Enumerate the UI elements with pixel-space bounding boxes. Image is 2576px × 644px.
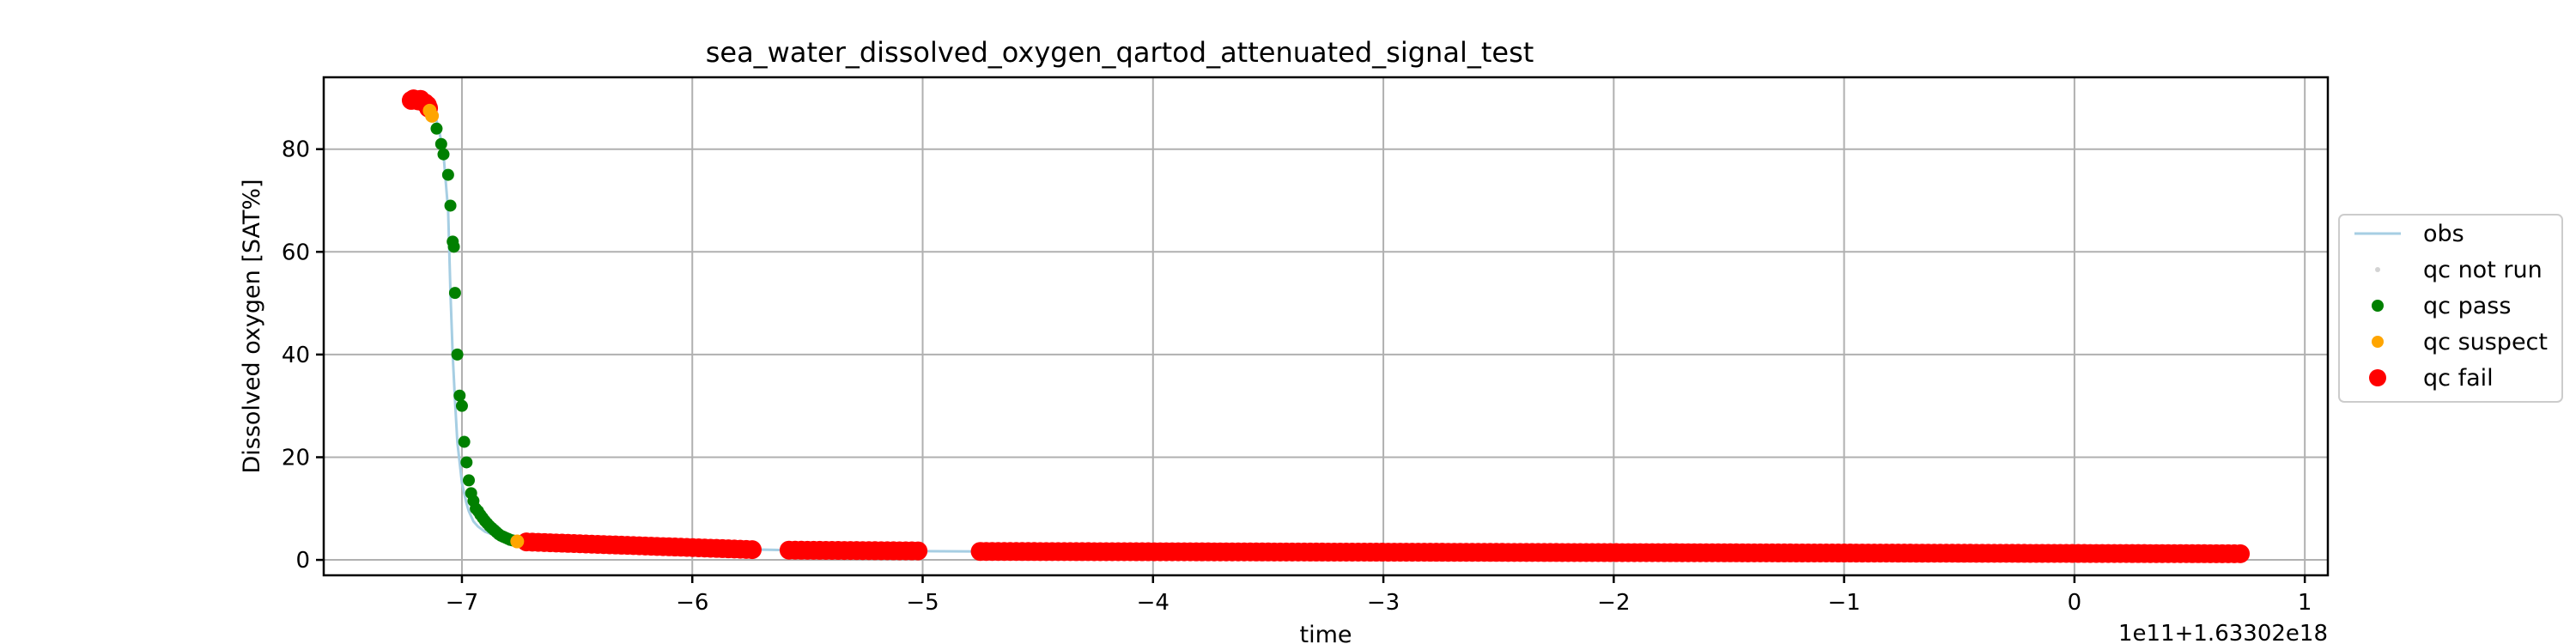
x-offset-label: 1e11+1.63302e18: [2118, 621, 2328, 644]
plot-area: [322, 76, 2330, 577]
x-tick-label: 1: [2298, 590, 2312, 616]
y-tick-label: 40: [282, 343, 310, 368]
y-axis-label: Dissolved oxygen [SAT%]: [239, 179, 265, 473]
legend-label: qc fail: [2423, 365, 2494, 392]
qc-pass-point: [448, 287, 461, 300]
qc-pass-point: [437, 148, 450, 161]
qc-pass-point: [441, 168, 454, 181]
y-tick-label: 80: [282, 137, 310, 163]
legend-label: qc pass: [2423, 293, 2511, 319]
legend-swatch: [2372, 300, 2384, 312]
x-tick-label: −1: [1827, 590, 1860, 616]
qc-fail-point: [908, 541, 928, 561]
x-axis-label: time: [1299, 622, 1352, 644]
x-tick-label: −4: [1137, 590, 1170, 616]
x-tick-label: −5: [906, 590, 939, 616]
x-tick-label: −6: [676, 590, 708, 616]
legend-swatch: [2372, 336, 2384, 348]
x-tick-label: 0: [2068, 590, 2082, 616]
qc-pass-point: [453, 389, 466, 402]
x-tick-label: −3: [1367, 590, 1400, 616]
grid-lines: [324, 77, 2328, 575]
y-tick-label: 0: [295, 548, 310, 574]
x-tick-label: −7: [446, 590, 478, 616]
qc-fail-point: [742, 540, 762, 560]
qc-pass-point: [455, 399, 468, 412]
legend-label: obs: [2423, 221, 2464, 247]
obs-line: [410, 101, 2241, 556]
legend-swatch: [2375, 267, 2380, 272]
legend-swatch: [2369, 369, 2386, 386]
qc-pass-point: [463, 474, 476, 487]
y-tick-label: 60: [282, 240, 310, 265]
obs-series: [410, 101, 2241, 556]
qc-pass-point: [460, 456, 473, 469]
legend-frame: [2338, 214, 2563, 403]
chart-title: sea_water_dissolved_oxygen_qartod_attenu…: [706, 36, 1534, 69]
qc-suspect-point: [510, 534, 525, 549]
qc-suspect-point: [425, 108, 440, 123]
qc-pass-point: [430, 122, 443, 135]
legend: obs qc not run qc pass qc suspect qc fail: [2338, 214, 2563, 403]
y-tick-label: 20: [282, 445, 310, 471]
qc-points: [401, 89, 2251, 563]
y-axis-ticks: 0 20 40 60 80: [282, 137, 324, 574]
qc-pass-point: [451, 348, 464, 361]
x-tick-label: −2: [1597, 590, 1630, 616]
x-axis-ticks: −7 −6 −5 −4 −3 −2 −1 0 1: [446, 575, 2312, 616]
qc-pass-point: [458, 435, 471, 448]
qc-fail-point: [2231, 544, 2251, 563]
legend-label: qc suspect: [2423, 329, 2548, 355]
qc-pass-point: [434, 137, 447, 150]
qc-pass-point: [447, 240, 460, 253]
legend-label: qc not run: [2423, 257, 2543, 283]
qc-pass-point: [444, 199, 457, 212]
